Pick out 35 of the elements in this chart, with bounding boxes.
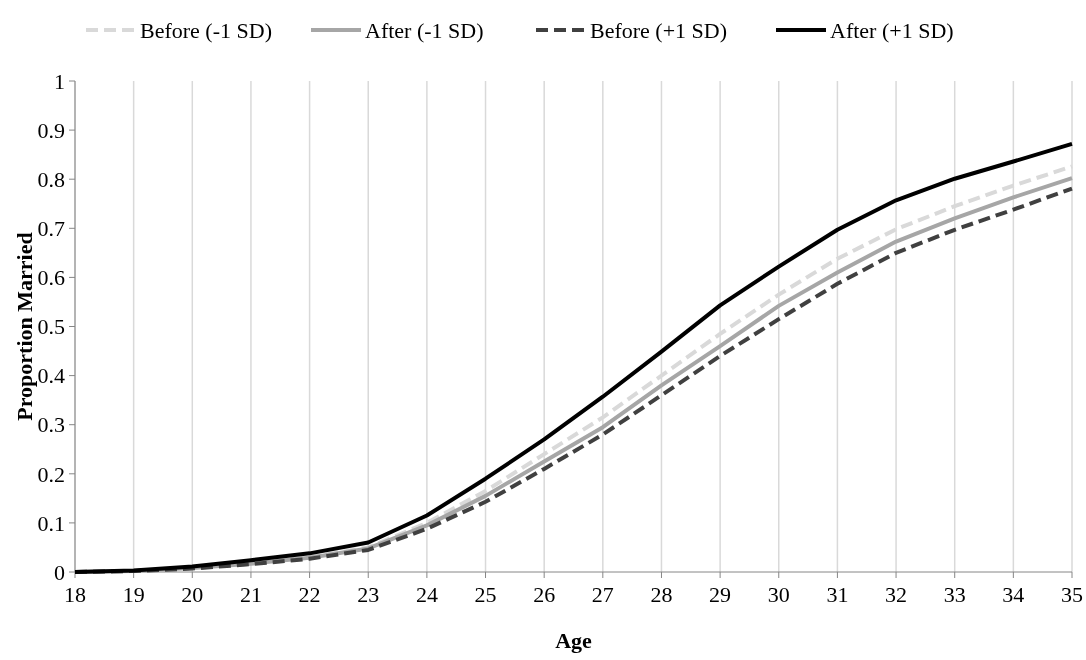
x-tick-label: 31 (826, 582, 849, 607)
y-tick-label: 0.7 (37, 216, 65, 241)
legend-label: Before (-1 SD) (140, 17, 272, 43)
x-tick-label: 32 (885, 582, 908, 607)
y-tick-label: 0.4 (37, 363, 65, 389)
y-tick-label: 0.9 (37, 117, 65, 143)
x-tick-label: 26 (533, 582, 556, 607)
x-tick-label: 22 (298, 582, 321, 607)
x-axis-title: Age (555, 628, 593, 653)
y-tick-label: 1 (54, 68, 65, 94)
y-tick-label: 0.2 (37, 461, 65, 487)
x-tick-label: 18 (64, 582, 86, 607)
x-tick-label: 20 (181, 582, 204, 607)
x-tick-label: 35 (1061, 582, 1083, 607)
y-tick-label: 0.6 (37, 265, 65, 291)
y-tick-label: 0.1 (37, 510, 65, 536)
y-tick-label: 0.8 (37, 166, 65, 192)
y-tick-label: 0.3 (37, 412, 65, 438)
y-tick-label: 0 (54, 559, 65, 585)
legend-label: Before (+1 SD) (590, 17, 728, 43)
x-tick-label: 27 (591, 582, 614, 607)
x-tick-label: 29 (709, 582, 732, 607)
x-tick-label: 24 (415, 582, 438, 607)
y-tick-label: 0.5 (37, 314, 65, 340)
x-tick-label: 28 (650, 582, 673, 607)
legend-label: After (-1 SD) (365, 17, 484, 43)
x-tick-label: 21 (239, 582, 262, 607)
x-tick-label: 30 (767, 582, 790, 607)
x-tick-label: 19 (122, 582, 145, 607)
x-tick-label: 34 (1002, 582, 1025, 607)
x-tick-label: 25 (474, 582, 497, 607)
legend-label: After (+1 SD) (830, 17, 954, 43)
y-axis-title: Proportion Married (12, 232, 37, 421)
x-tick-label: 23 (357, 582, 380, 607)
x-tick-label: 33 (943, 582, 966, 607)
